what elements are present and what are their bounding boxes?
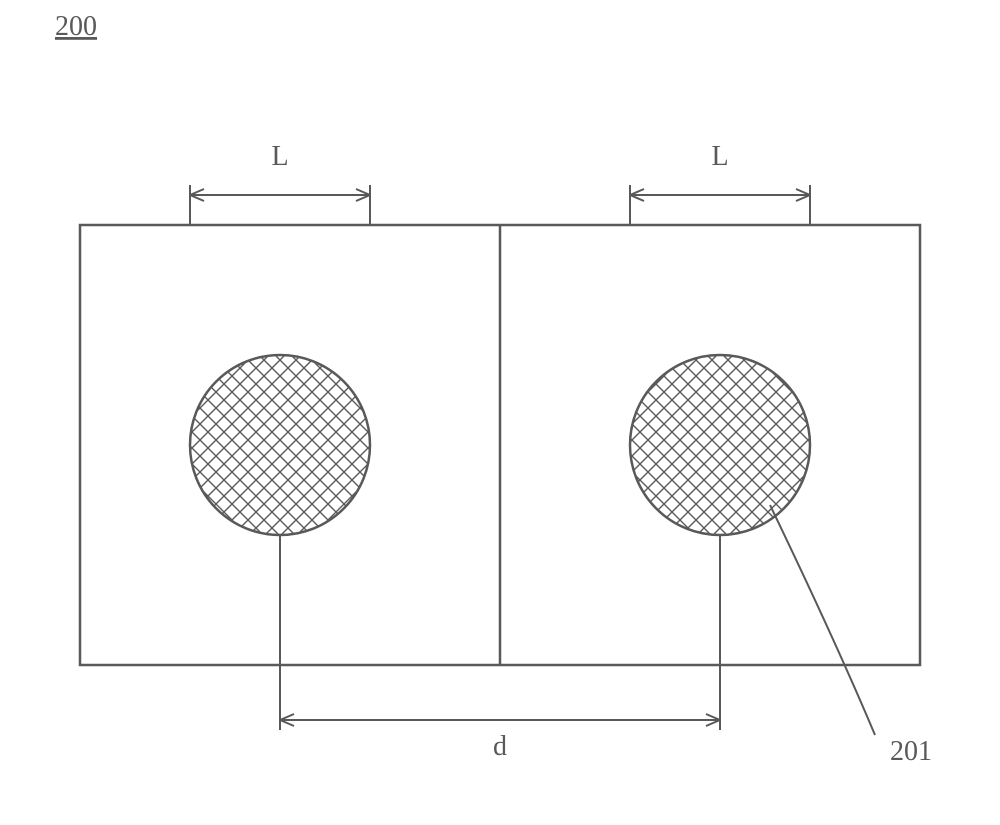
dimension-L-right: L bbox=[630, 141, 810, 225]
svg-text:201: 201 bbox=[890, 736, 932, 767]
dimension-L-left: L bbox=[190, 141, 370, 225]
diagram-figure: 200 L L d 201 bbox=[0, 0, 1000, 825]
svg-text:L: L bbox=[711, 141, 728, 172]
svg-text:d: d bbox=[493, 731, 507, 762]
reference-number: 200 bbox=[55, 11, 97, 42]
callout-201: 201 bbox=[770, 505, 932, 767]
svg-text:L: L bbox=[271, 141, 288, 172]
